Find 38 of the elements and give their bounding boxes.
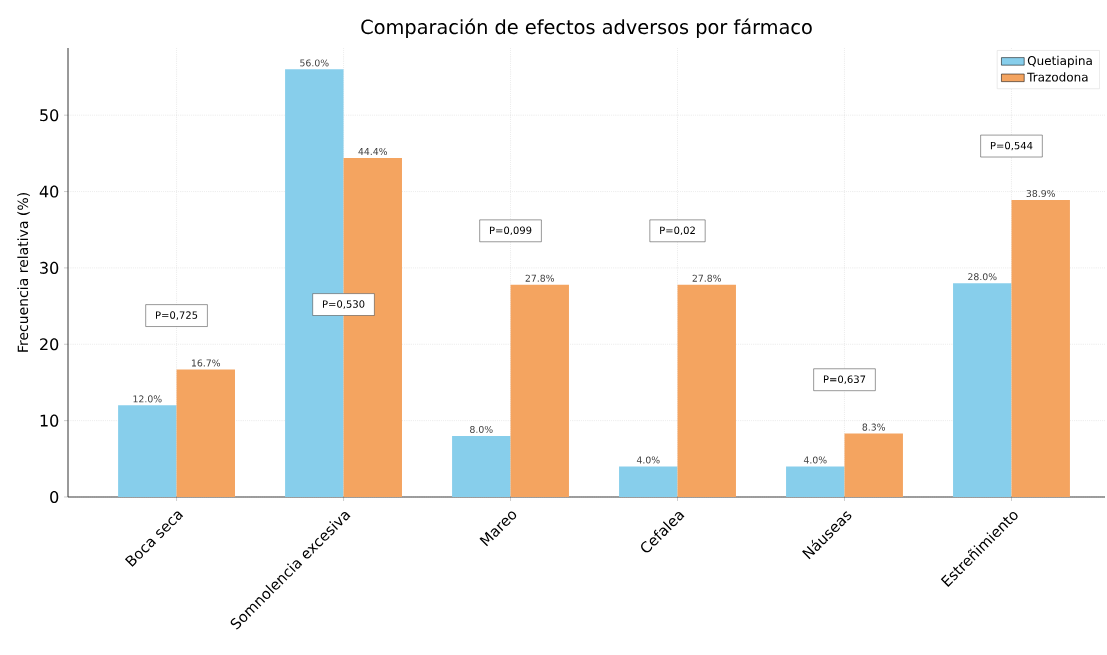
bar	[953, 283, 1012, 497]
annotation: P=0,725	[156, 311, 198, 320]
legend-label: Quetiapina	[1027, 55, 1092, 68]
bar	[1011, 199, 1070, 497]
bar	[118, 405, 177, 497]
bar	[786, 466, 845, 497]
data-label: 28.0%	[968, 273, 997, 281]
legend-label: Trazodona	[1027, 72, 1088, 82]
bar	[677, 284, 736, 497]
data-label: 44.4%	[358, 147, 388, 155]
data-label: 38.9%	[1026, 189, 1056, 197]
annotation: P=0,02	[660, 226, 695, 236]
data-label: 27.8%	[525, 274, 555, 282]
data-label: 27.8%	[692, 274, 722, 282]
bar	[510, 284, 569, 497]
y-tick-label: 50	[40, 109, 59, 122]
bar	[452, 435, 511, 497]
y-tick-label: 10	[40, 414, 59, 427]
data-label: 16.7%	[191, 359, 221, 367]
y-tick-label: 0	[50, 490, 59, 504]
y-tick-label: 20	[40, 338, 59, 351]
bar	[176, 369, 235, 497]
bar	[619, 466, 678, 497]
y-axis-title: Frecuencia relativa (%)	[17, 193, 30, 352]
data-label: 8.0%	[470, 425, 493, 433]
data-label: 4.0%	[803, 456, 827, 464]
data-label: 8.3%	[862, 423, 886, 431]
annotation: P=0,544	[990, 141, 1033, 151]
annotation: P=0,099	[489, 226, 532, 236]
data-label: 56.0%	[300, 59, 329, 67]
bar	[844, 433, 903, 497]
y-tick-label: 40	[39, 185, 59, 198]
data-label: 4.0%	[636, 456, 660, 464]
chart-title: Comparación de efectos adversos por fármaco	[361, 18, 812, 38]
data-label: 12.0%	[133, 395, 162, 403]
annotation: P=0,637	[823, 375, 866, 385]
y-tick-label: 30	[40, 261, 59, 274]
annotation: P=0,530	[323, 300, 365, 309]
